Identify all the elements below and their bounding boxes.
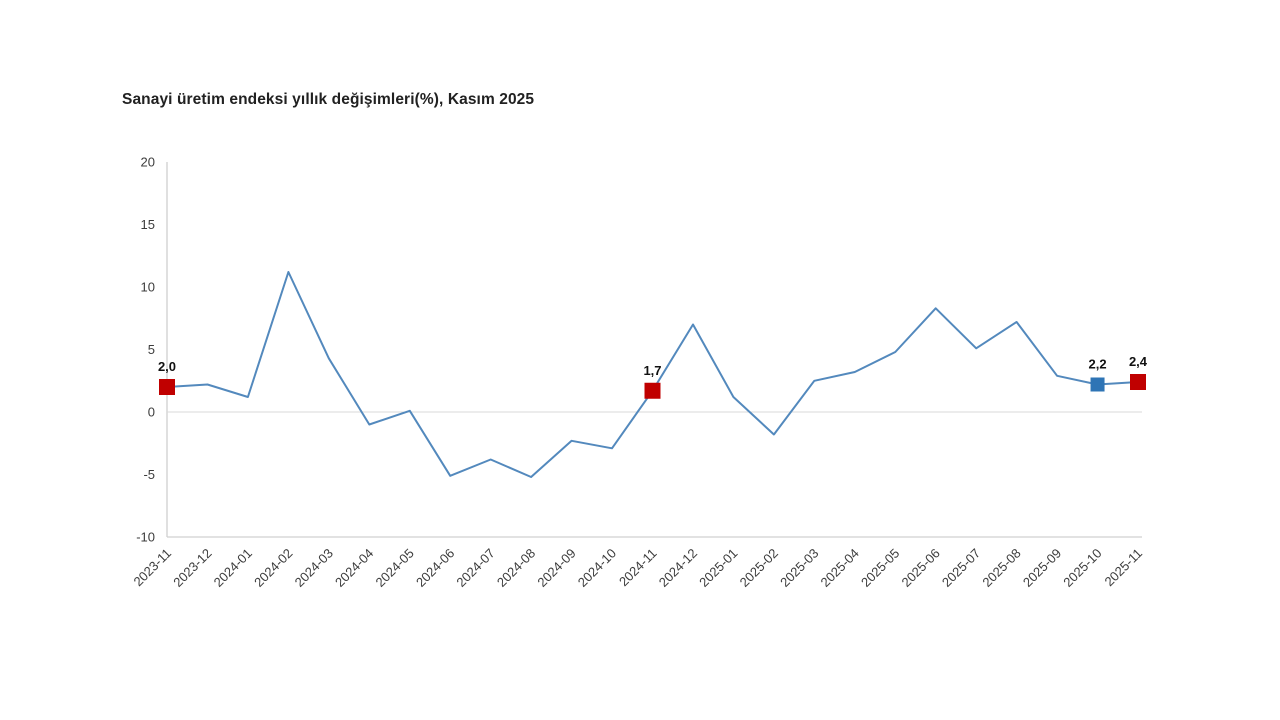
x-tick-label-2024-07: 2024-07 xyxy=(453,546,497,590)
marker-2025-10[interactable] xyxy=(1090,377,1105,392)
x-tick-label-2025-07: 2025-07 xyxy=(939,546,983,590)
x-tick-label-2025-02: 2025-02 xyxy=(737,546,781,590)
y-tick-label-15: 15 xyxy=(141,217,155,232)
x-tick-label-2025-05: 2025-05 xyxy=(858,546,902,590)
x-tick-label-2024-04: 2024-04 xyxy=(332,546,376,590)
x-tick-label-2024-11: 2024-11 xyxy=(616,546,660,590)
y-tick-label--5: -5 xyxy=(143,467,155,482)
marker-2024-11[interactable] xyxy=(644,382,661,399)
x-tick-label-2024-06: 2024-06 xyxy=(413,546,457,590)
marker-2025-11[interactable] xyxy=(1130,374,1146,390)
x-tick-label-2024-10: 2024-10 xyxy=(575,546,619,590)
x-tick-label-2024-08: 2024-08 xyxy=(494,546,538,590)
x-tick-label-2025-06: 2025-06 xyxy=(898,546,942,590)
x-tick-label-2025-01: 2025-01 xyxy=(696,546,740,590)
x-tick-label-2024-02: 2024-02 xyxy=(251,546,295,590)
x-tick-label-2025-03: 2025-03 xyxy=(777,546,821,590)
y-tick-label--10: -10 xyxy=(136,530,155,545)
y-tick-label-20: 20 xyxy=(141,155,155,170)
chart-title: Sanayi üretim endeksi yıllık değişimleri… xyxy=(122,91,535,108)
x-tick-label-2025-04: 2025-04 xyxy=(818,546,862,590)
marker-2023-11[interactable] xyxy=(159,379,175,395)
point-label-2025-10: 2,2 xyxy=(1089,357,1107,372)
y-tick-label-5: 5 xyxy=(148,342,155,357)
x-tick-label-2023-11: 2023-11 xyxy=(130,546,174,590)
x-tick-label-2023-12: 2023-12 xyxy=(170,546,214,590)
point-label-2023-11: 2,0 xyxy=(158,359,176,374)
x-tick-label-2025-10: 2025-10 xyxy=(1060,546,1104,590)
x-tick-label-2024-12: 2024-12 xyxy=(656,546,700,590)
x-tick-label-2024-09: 2024-09 xyxy=(534,546,578,590)
point-label-2025-11: 2,4 xyxy=(1129,354,1148,369)
x-tick-label-2025-11: 2025-11 xyxy=(1101,546,1145,590)
x-tick-label-2025-08: 2025-08 xyxy=(979,546,1023,590)
point-label-2024-11: 1,7 xyxy=(643,363,661,378)
y-tick-label-0: 0 xyxy=(148,405,155,420)
x-tick-label-2025-09: 2025-09 xyxy=(1020,546,1064,590)
x-tick-label-2024-05: 2024-05 xyxy=(373,546,417,590)
y-tick-label-10: 10 xyxy=(141,280,155,295)
x-tick-label-2024-01: 2024-01 xyxy=(211,546,255,590)
x-tick-label-2024-03: 2024-03 xyxy=(292,546,336,590)
